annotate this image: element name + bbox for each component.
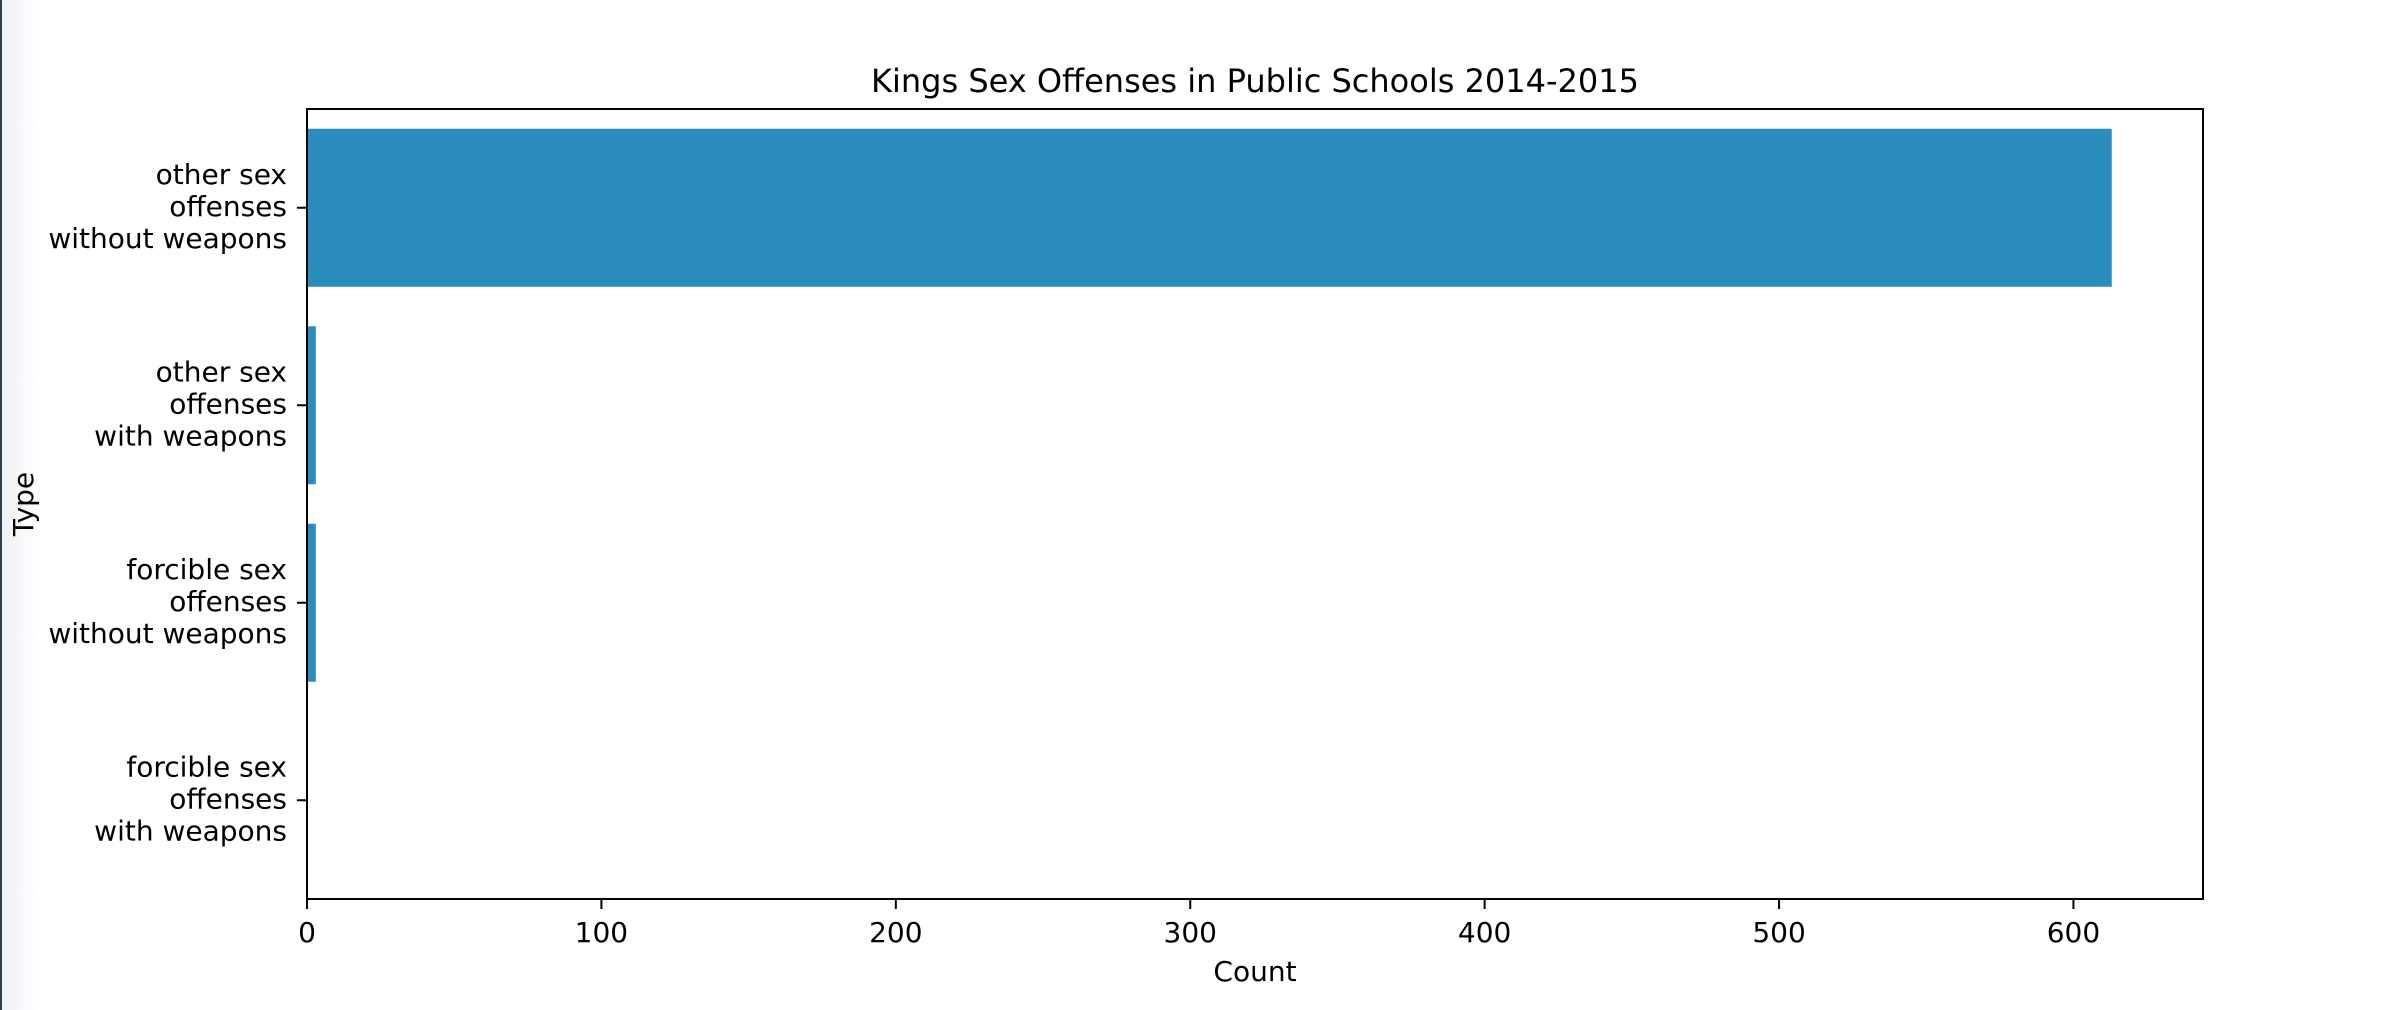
y-tick-label: forcible sex	[126, 553, 287, 586]
chart-title: Kings Sex Offenses in Public Schools 201…	[871, 62, 1639, 100]
y-tick-label: offenses	[169, 387, 287, 420]
x-tick-label: 600	[2047, 916, 2100, 949]
x-tick-label: 400	[1458, 916, 1511, 949]
bar	[307, 523, 316, 682]
y-tick-label: with weapons	[94, 814, 287, 847]
bars-layer	[307, 128, 2112, 682]
y-tick-label: other sex	[156, 355, 287, 388]
y-tick-label: other sex	[156, 158, 287, 191]
x-tick-label: 200	[869, 916, 922, 949]
y-tick-label: forcible sex	[126, 750, 287, 783]
x-tick-label: 100	[575, 916, 628, 949]
x-tick-label: 300	[1164, 916, 1217, 949]
bar	[307, 128, 2112, 287]
window-edge	[0, 0, 2, 1010]
x-axis-ticks: 0 100 200 300 400 500 600	[298, 899, 2100, 949]
y-tick-label: with weapons	[94, 419, 287, 452]
window-edge-shadow	[2, 0, 42, 1010]
y-tick-label: without weapons	[48, 617, 287, 650]
y-tick-label: offenses	[169, 190, 287, 223]
bar	[307, 326, 316, 485]
x-tick-label: 500	[1752, 916, 1805, 949]
y-axis-label: Type	[7, 472, 40, 537]
y-tick-label: without weapons	[48, 222, 287, 255]
y-tick-label: offenses	[169, 782, 287, 815]
x-tick-label: 0	[298, 916, 316, 949]
plot-frame	[306, 108, 2204, 900]
x-axis-label: Count	[1213, 955, 1296, 988]
y-tick-label: offenses	[169, 585, 287, 618]
